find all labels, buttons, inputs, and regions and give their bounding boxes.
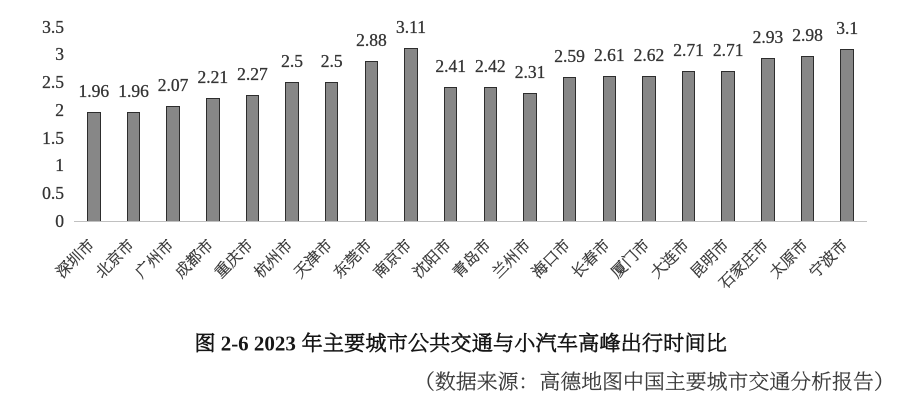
svg-text:2-6 2023: 2-6 2023 <box>221 332 296 356</box>
